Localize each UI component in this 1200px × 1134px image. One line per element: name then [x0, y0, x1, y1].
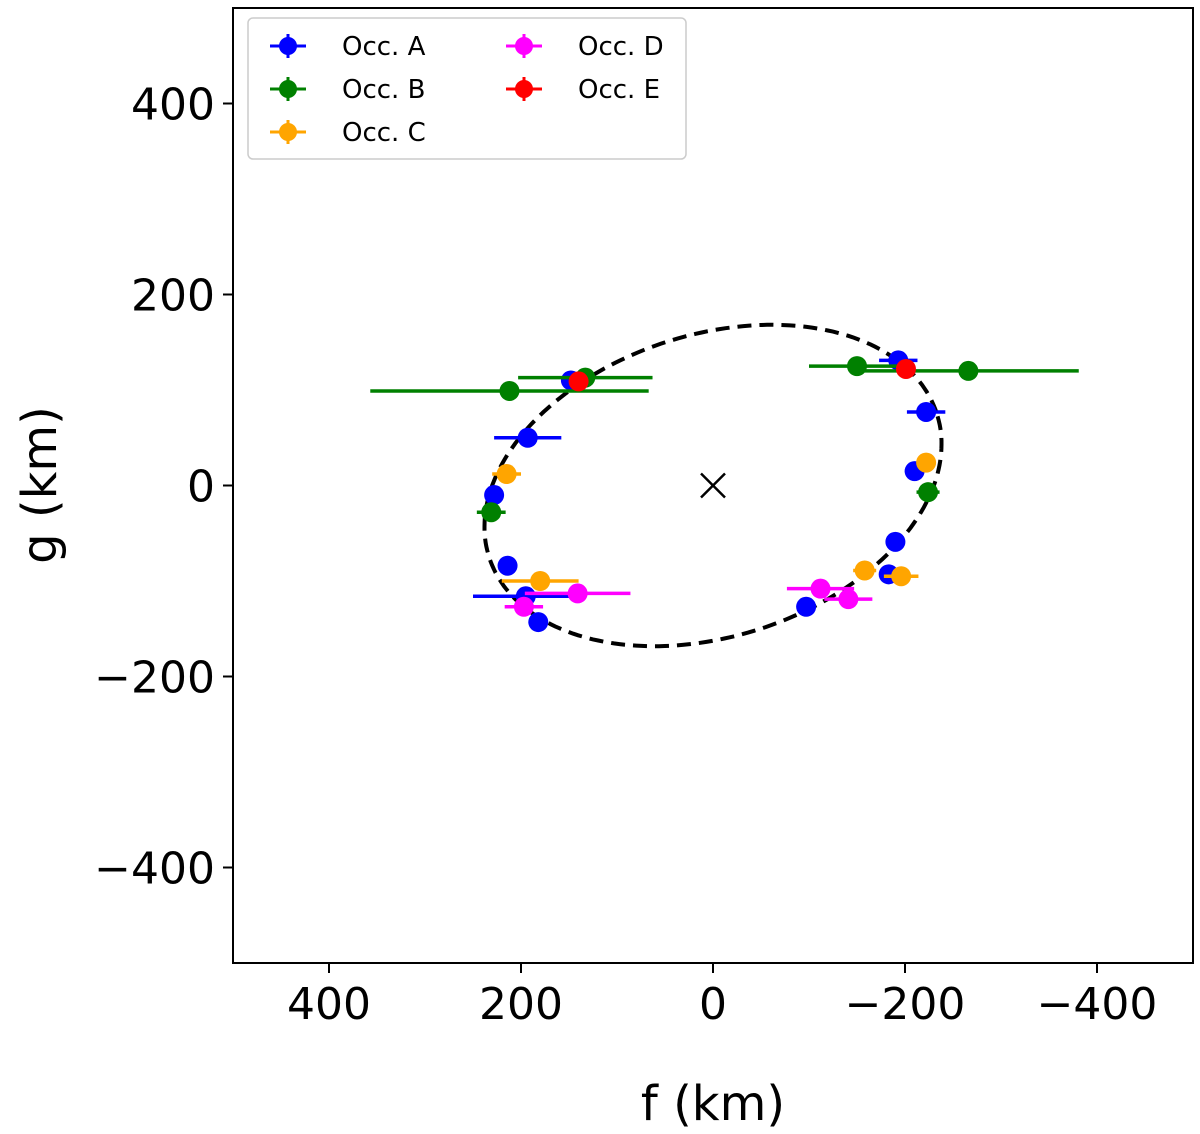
legend-swatch-marker — [279, 123, 297, 141]
data-points-layer — [370, 350, 1079, 633]
data-point — [499, 380, 520, 401]
y-tick-label: 0 — [187, 462, 215, 513]
data-point — [481, 502, 502, 523]
data-point — [530, 571, 551, 591]
x-tick-label: −200 — [845, 979, 966, 1030]
legend-label: Occ. B — [342, 75, 425, 105]
data-point — [567, 583, 588, 604]
data-point — [885, 531, 906, 552]
legend-swatch-marker — [279, 37, 297, 55]
data-point — [958, 360, 979, 381]
data-point — [810, 578, 831, 599]
data-point — [895, 358, 916, 379]
x-tick-label: −400 — [1037, 979, 1158, 1030]
data-point — [918, 482, 939, 503]
data-point — [568, 371, 589, 392]
y-tick-label: 400 — [131, 80, 215, 131]
legend-entry: Occ. E — [506, 75, 660, 105]
legend-label: Occ. A — [342, 32, 426, 62]
data-point — [796, 596, 817, 617]
data-point — [496, 464, 517, 485]
x-tick-label: 400 — [287, 979, 371, 1030]
legend-swatch-marker — [515, 37, 533, 55]
x-axis-ticks: 400 200 0 −200 −400 — [287, 963, 1157, 1030]
legend-entry: Occ. B — [270, 75, 425, 105]
data-point — [916, 452, 937, 473]
data-point — [891, 566, 912, 587]
y-axis-label: g (km) — [12, 406, 68, 564]
y-tick-label: −400 — [94, 844, 215, 895]
legend-swatch-marker — [279, 80, 297, 98]
x-tick-label: 200 — [479, 979, 563, 1030]
center-marker-layer — [700, 472, 726, 499]
legend-box — [247, 17, 687, 160]
data-point — [513, 596, 534, 617]
legend-entry: Occ. C — [270, 118, 426, 148]
legend: Occ. A Occ. B Occ. C Occ. D Occ. E — [247, 17, 687, 160]
x-tick-label: 0 — [699, 979, 727, 1030]
data-point — [484, 485, 505, 506]
legend-entry: Occ. D — [506, 32, 664, 62]
legend-label: Occ. E — [578, 75, 660, 105]
data-point — [497, 555, 518, 576]
series-occ-b — [370, 356, 1079, 523]
data-point — [838, 589, 859, 610]
legend-swatch-marker — [515, 80, 533, 98]
legend-label: Occ. D — [578, 32, 664, 62]
data-point — [528, 612, 549, 633]
legend-entry: Occ. A — [270, 32, 426, 62]
data-point — [916, 401, 937, 422]
y-tick-label: −200 — [94, 653, 215, 704]
data-point — [847, 356, 867, 377]
y-axis-ticks: 400 200 0 −200 −400 — [94, 80, 233, 895]
series-occ-d — [504, 578, 873, 617]
series-occ-c — [492, 452, 937, 591]
data-point — [517, 427, 538, 448]
legend-label: Occ. C — [342, 118, 426, 148]
y-tick-label: 200 — [131, 271, 215, 322]
data-point — [854, 560, 875, 581]
x-axis-label: f (km) — [641, 1076, 785, 1132]
series-occ-e — [568, 358, 916, 392]
legend-entries: Occ. A Occ. B Occ. C Occ. D Occ. E — [270, 32, 664, 148]
center-x-marker — [700, 472, 726, 499]
